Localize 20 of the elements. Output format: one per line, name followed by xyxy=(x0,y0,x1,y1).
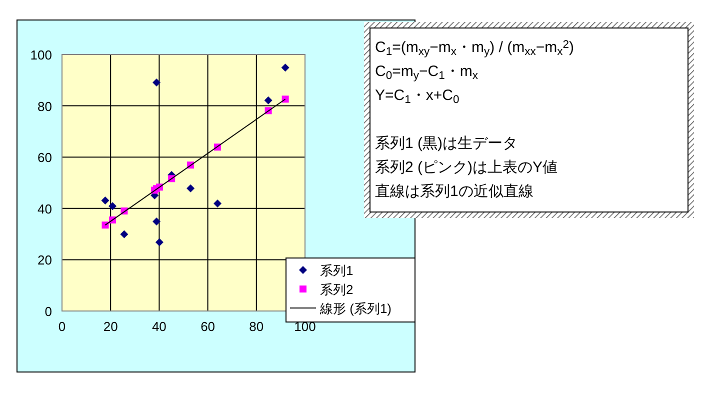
legend-label: 系列1 xyxy=(320,263,354,278)
y-tick-label: 40 xyxy=(38,201,52,216)
text: C$_{1}$=(m$_{xy}$−m$_{x}$・m$_{y}$) / (m$_{xx}$−m$_{x}$$^{2}$) xyxy=(375,38,574,58)
x-tick-label: 20 xyxy=(103,319,118,334)
text: C$_{0}$=m$_{y}$−C$_{1}$・m$_{x}$ xyxy=(375,63,478,82)
text: Y=C$_{1}$・x+C$_{0}$ xyxy=(375,87,460,106)
y-tick-label: 100 xyxy=(30,48,52,62)
x-tick-label: 60 xyxy=(200,319,216,334)
x-tick-label: 0 xyxy=(58,319,66,334)
text: 系列1 (黒)は生データ xyxy=(375,135,518,152)
y-tick-label: 0 xyxy=(44,304,52,319)
text: 系列2 (ピンク)は上表のY値 xyxy=(375,159,558,176)
y-tick-label: 60 xyxy=(38,150,52,166)
text: 直線は系列1の近似直線 xyxy=(375,183,534,200)
y-tick-label: 80 xyxy=(38,98,52,114)
y-tick-label: 20 xyxy=(38,252,52,268)
x-tick-label: 40 xyxy=(152,319,166,334)
x-tick-label: 80 xyxy=(249,319,264,334)
legend-label: 線形 (系列1) xyxy=(319,301,392,316)
legend-label: 系列2 xyxy=(320,282,354,297)
